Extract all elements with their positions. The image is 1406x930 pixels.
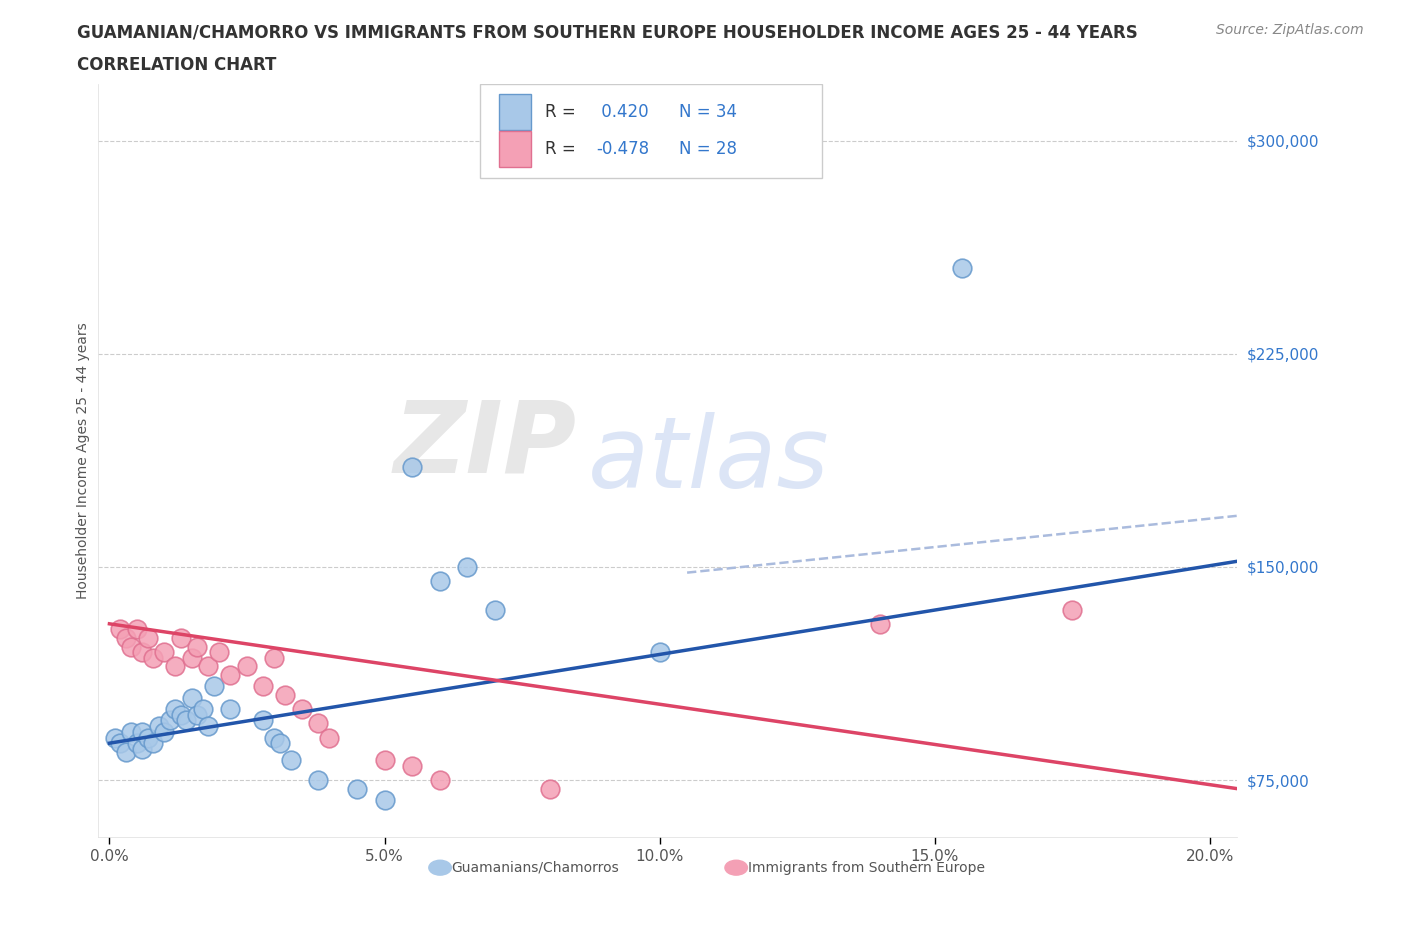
Bar — [499, 131, 531, 167]
Point — [538, 781, 561, 796]
Point — [110, 622, 132, 637]
Point — [308, 773, 330, 788]
Point — [429, 773, 451, 788]
Point — [429, 574, 451, 589]
Point — [280, 752, 302, 767]
Text: Source: ZipAtlas.com: Source: ZipAtlas.com — [1216, 23, 1364, 37]
Point — [131, 644, 153, 659]
Point — [191, 701, 214, 716]
Point — [373, 752, 395, 767]
Point — [263, 650, 285, 665]
Point — [308, 716, 330, 731]
Point — [197, 719, 219, 734]
Point — [176, 713, 198, 728]
Point — [136, 730, 159, 745]
Point — [401, 759, 423, 774]
Point — [110, 736, 132, 751]
Point — [181, 650, 204, 665]
Point — [142, 736, 165, 751]
Point — [373, 792, 395, 807]
Text: Guamanians/Chamorros: Guamanians/Chamorros — [451, 860, 619, 875]
Point — [131, 741, 153, 756]
Point — [131, 724, 153, 739]
Text: Immigrants from Southern Europe: Immigrants from Southern Europe — [748, 860, 984, 875]
Point — [159, 713, 181, 728]
Point — [170, 631, 193, 645]
Point — [120, 639, 142, 654]
Point — [1062, 602, 1084, 617]
Text: N = 28: N = 28 — [679, 140, 737, 158]
Point — [269, 736, 291, 751]
Point — [153, 724, 176, 739]
Text: GUAMANIAN/CHAMORRO VS IMMIGRANTS FROM SOUTHERN EUROPE HOUSEHOLDER INCOME AGES 25: GUAMANIAN/CHAMORRO VS IMMIGRANTS FROM SO… — [77, 23, 1137, 41]
Point — [252, 679, 274, 694]
Point — [153, 644, 176, 659]
Text: R =: R = — [546, 103, 581, 121]
Point — [186, 708, 208, 723]
Point — [165, 659, 187, 674]
Point — [115, 631, 138, 645]
Point — [318, 730, 340, 745]
Point — [252, 713, 274, 728]
Point — [263, 730, 285, 745]
Bar — [499, 94, 531, 130]
Point — [104, 730, 127, 745]
Text: atlas: atlas — [588, 412, 830, 509]
Point — [950, 261, 973, 276]
Point — [274, 687, 297, 702]
Point — [125, 736, 148, 751]
Text: -0.478: -0.478 — [596, 140, 650, 158]
Point — [120, 724, 142, 739]
Point — [202, 679, 225, 694]
Point — [208, 644, 231, 659]
Point — [186, 639, 208, 654]
Point — [484, 602, 506, 617]
Text: CORRELATION CHART: CORRELATION CHART — [77, 56, 277, 73]
Point — [219, 668, 242, 683]
Point — [236, 659, 259, 674]
Y-axis label: Householder Income Ages 25 - 44 years: Householder Income Ages 25 - 44 years — [76, 322, 90, 599]
Text: R =: R = — [546, 140, 581, 158]
Point — [170, 708, 193, 723]
Point — [148, 719, 170, 734]
Point — [869, 617, 891, 631]
Text: 0.420: 0.420 — [596, 103, 648, 121]
Point — [456, 560, 478, 575]
Point — [291, 701, 314, 716]
Text: N = 34: N = 34 — [679, 103, 737, 121]
Point — [165, 701, 187, 716]
Point — [136, 631, 159, 645]
Point — [142, 650, 165, 665]
Point — [125, 622, 148, 637]
Text: ZIP: ZIP — [394, 397, 576, 494]
Point — [115, 744, 138, 759]
Point — [648, 644, 671, 659]
Point — [197, 659, 219, 674]
Point — [181, 690, 204, 705]
FancyBboxPatch shape — [479, 84, 821, 178]
Point — [346, 781, 368, 796]
Point — [219, 701, 242, 716]
Point — [401, 460, 423, 475]
